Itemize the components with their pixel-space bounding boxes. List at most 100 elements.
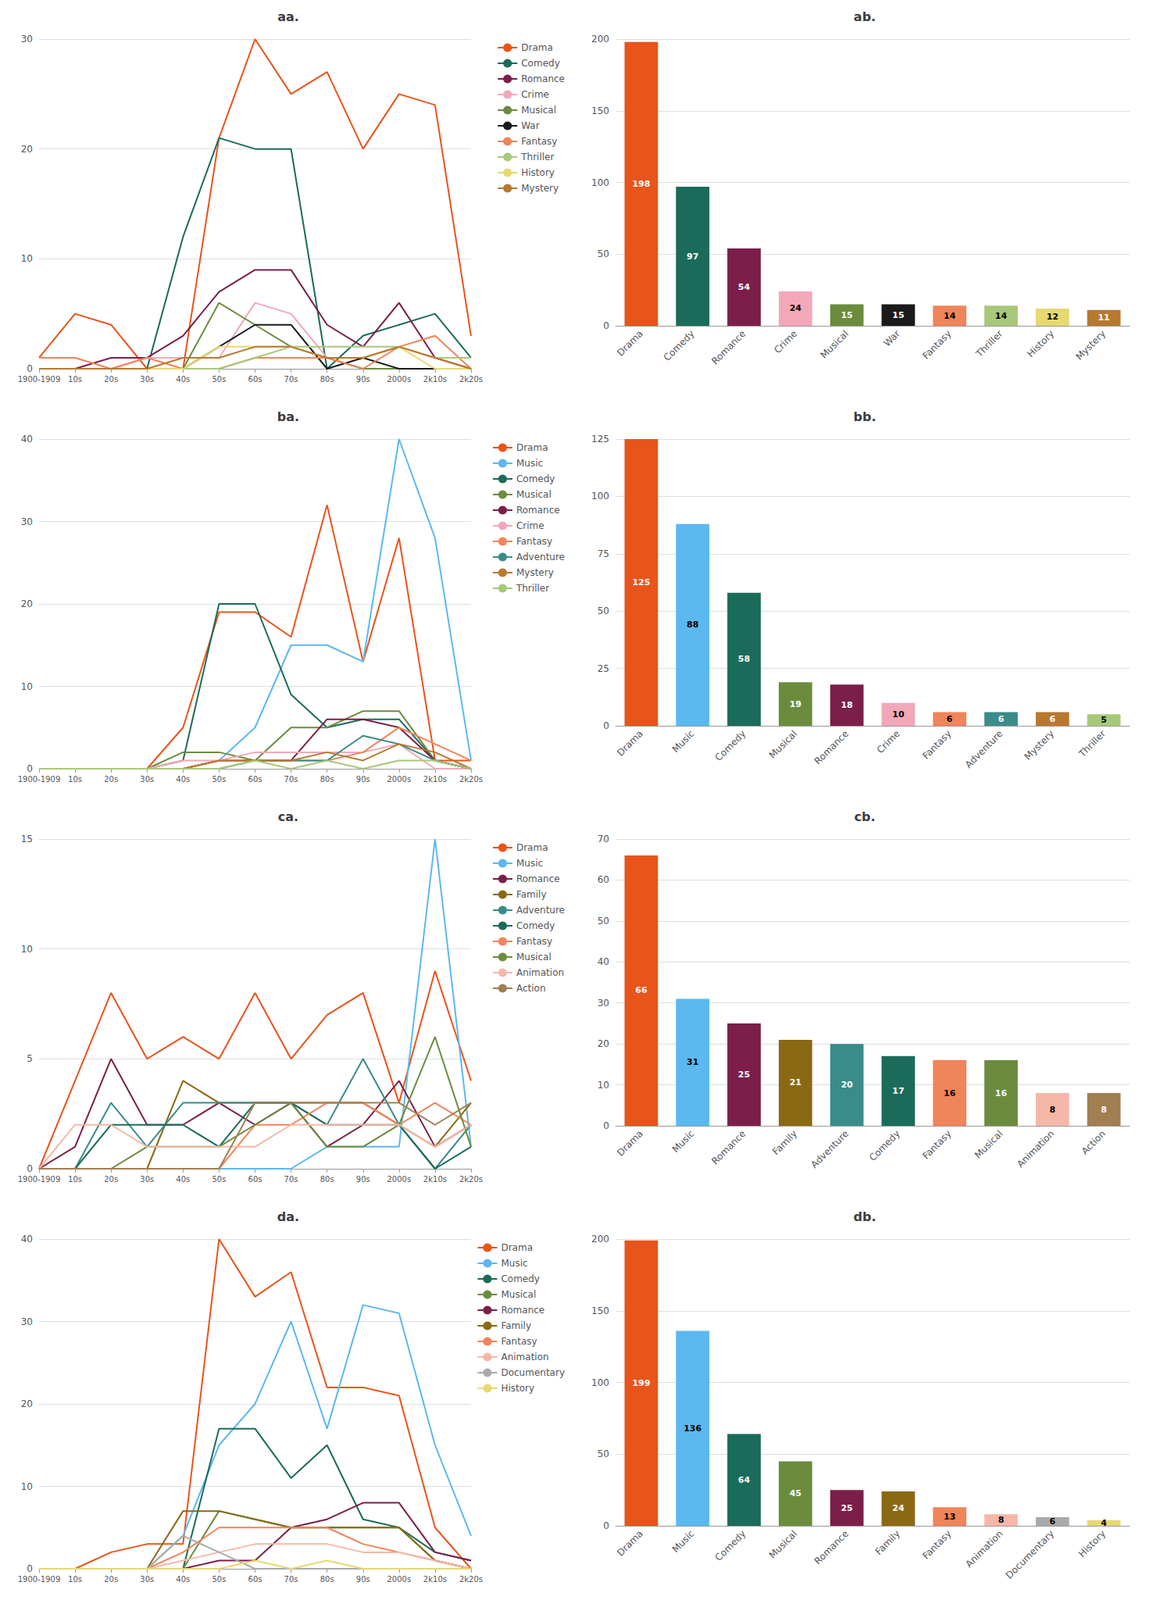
svg-text:bb.: bb. [853, 409, 877, 425]
svg-text:0: 0 [26, 363, 33, 375]
svg-text:Fantasy: Fantasy [920, 1128, 954, 1162]
svg-text:60: 60 [597, 874, 610, 886]
svg-text:Musical: Musical [972, 1128, 1006, 1161]
svg-text:80s: 80s [320, 1574, 335, 1584]
svg-text:50: 50 [597, 248, 610, 260]
svg-text:2000s: 2000s [386, 1174, 411, 1184]
svg-text:Music: Music [516, 457, 543, 469]
svg-text:90s: 90s [356, 1174, 371, 1184]
svg-text:Musical: Musical [500, 1288, 536, 1300]
svg-text:30: 30 [21, 1316, 33, 1328]
svg-text:60s: 60s [248, 1174, 263, 1184]
svg-text:90s: 90s [356, 774, 371, 784]
svg-text:Fantasy: Fantasy [920, 328, 954, 362]
svg-text:Romance: Romance [516, 504, 561, 516]
svg-text:Musical: Musical [767, 1527, 800, 1561]
svg-text:10: 10 [21, 253, 33, 265]
svg-text:Musical: Musical [516, 489, 552, 500]
svg-text:Drama: Drama [516, 842, 549, 854]
svg-text:50s: 50s [211, 1574, 226, 1584]
svg-text:ba.: ba. [277, 409, 300, 425]
svg-text:Animation: Animation [516, 967, 565, 979]
svg-text:125: 125 [591, 433, 610, 445]
svg-text:2k10s: 2k10s [423, 1174, 447, 1184]
svg-text:Comedy: Comedy [661, 328, 697, 364]
svg-text:60s: 60s [248, 774, 263, 784]
svg-text:45: 45 [789, 1488, 802, 1499]
svg-text:100: 100 [591, 177, 610, 189]
svg-text:Romance: Romance [812, 1527, 851, 1567]
svg-text:58: 58 [738, 653, 750, 664]
svg-text:30: 30 [21, 516, 33, 528]
svg-text:History: History [521, 167, 555, 179]
svg-text:13: 13 [943, 1511, 956, 1522]
svg-text:2k10s: 2k10s [423, 1574, 447, 1584]
svg-text:Musical: Musical [521, 104, 557, 116]
svg-text:8: 8 [1049, 1104, 1056, 1115]
svg-text:20: 20 [21, 143, 33, 155]
svg-text:ca.: ca. [278, 809, 299, 825]
svg-text:Action: Action [1079, 1128, 1108, 1157]
svg-text:200: 200 [591, 1233, 610, 1245]
svg-text:Crime: Crime [516, 520, 545, 532]
svg-text:1900-1909: 1900-1909 [17, 1174, 61, 1184]
svg-text:Animation: Animation [963, 1527, 1005, 1570]
svg-text:10: 10 [597, 1079, 610, 1091]
svg-text:Drama: Drama [614, 328, 646, 359]
svg-text:Animation: Animation [1014, 1128, 1057, 1170]
svg-text:10s: 10s [67, 1174, 83, 1184]
svg-text:2k20s: 2k20s [459, 374, 483, 384]
svg-text:Romance: Romance [709, 1128, 748, 1167]
svg-text:8: 8 [1100, 1104, 1107, 1115]
svg-text:Fantasy: Fantasy [521, 135, 557, 147]
svg-text:11: 11 [1097, 312, 1110, 323]
svg-text:15: 15 [21, 833, 33, 845]
svg-text:Mystery: Mystery [516, 567, 554, 579]
svg-text:6: 6 [998, 713, 1005, 725]
svg-text:Adventure: Adventure [808, 1128, 851, 1171]
svg-text:0: 0 [603, 1520, 610, 1532]
svg-text:10s: 10s [67, 374, 83, 384]
svg-text:Thriller: Thriller [515, 582, 550, 594]
svg-text:Comedy: Comedy [516, 473, 556, 485]
svg-text:50: 50 [597, 915, 610, 927]
svg-text:14: 14 [995, 310, 1008, 322]
svg-text:Drama: Drama [521, 42, 554, 54]
svg-text:30s: 30s [139, 1174, 154, 1184]
svg-text:Crime: Crime [771, 328, 800, 356]
svg-text:100: 100 [591, 490, 610, 502]
svg-text:19: 19 [789, 699, 802, 710]
svg-text:70: 70 [597, 833, 610, 845]
svg-text:2k20s: 2k20s [459, 1574, 483, 1584]
svg-text:50s: 50s [211, 774, 226, 784]
svg-text:25: 25 [738, 1069, 750, 1080]
svg-text:Music: Music [670, 728, 697, 755]
svg-text:30s: 30s [139, 1574, 154, 1584]
svg-text:50s: 50s [211, 1174, 226, 1184]
svg-text:Mystery: Mystery [1073, 328, 1108, 363]
svg-text:88: 88 [686, 619, 699, 630]
svg-text:15: 15 [892, 310, 904, 321]
svg-text:0: 0 [603, 320, 610, 332]
svg-text:Romance: Romance [709, 328, 748, 367]
svg-text:Drama: Drama [500, 1242, 533, 1253]
svg-text:150: 150 [591, 1305, 610, 1317]
svg-text:2000s: 2000s [386, 374, 411, 384]
svg-text:Action: Action [516, 982, 547, 994]
svg-text:70s: 70s [284, 774, 299, 784]
svg-text:25: 25 [840, 1502, 853, 1514]
svg-text:60s: 60s [248, 374, 263, 384]
svg-text:8: 8 [998, 1514, 1005, 1525]
svg-text:20: 20 [21, 598, 33, 610]
svg-text:4: 4 [1100, 1517, 1107, 1528]
svg-text:Comedy: Comedy [516, 920, 556, 932]
svg-text:100: 100 [591, 1377, 610, 1389]
svg-text:Fantasy: Fantasy [516, 535, 553, 547]
svg-text:20s: 20s [103, 374, 118, 384]
svg-text:Drama: Drama [614, 1527, 646, 1559]
svg-text:History: History [500, 1382, 535, 1394]
svg-text:18: 18 [840, 699, 853, 711]
svg-text:70s: 70s [284, 1174, 299, 1184]
svg-text:db.: db. [853, 1209, 877, 1225]
svg-text:0: 0 [26, 1163, 33, 1175]
